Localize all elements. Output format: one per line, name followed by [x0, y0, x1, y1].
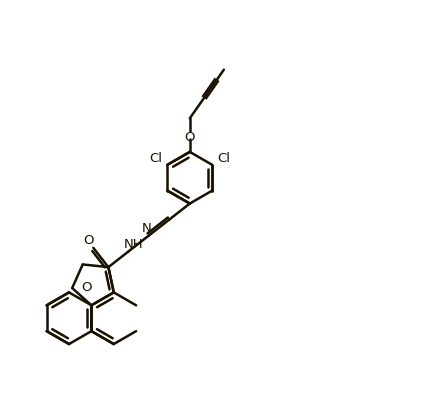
Text: NH: NH [124, 237, 143, 250]
Text: O: O [184, 130, 195, 144]
Text: O: O [81, 280, 92, 293]
Text: Cl: Cl [149, 152, 162, 165]
Text: O: O [83, 234, 93, 247]
Text: Cl: Cl [218, 152, 231, 165]
Text: N: N [142, 221, 152, 234]
